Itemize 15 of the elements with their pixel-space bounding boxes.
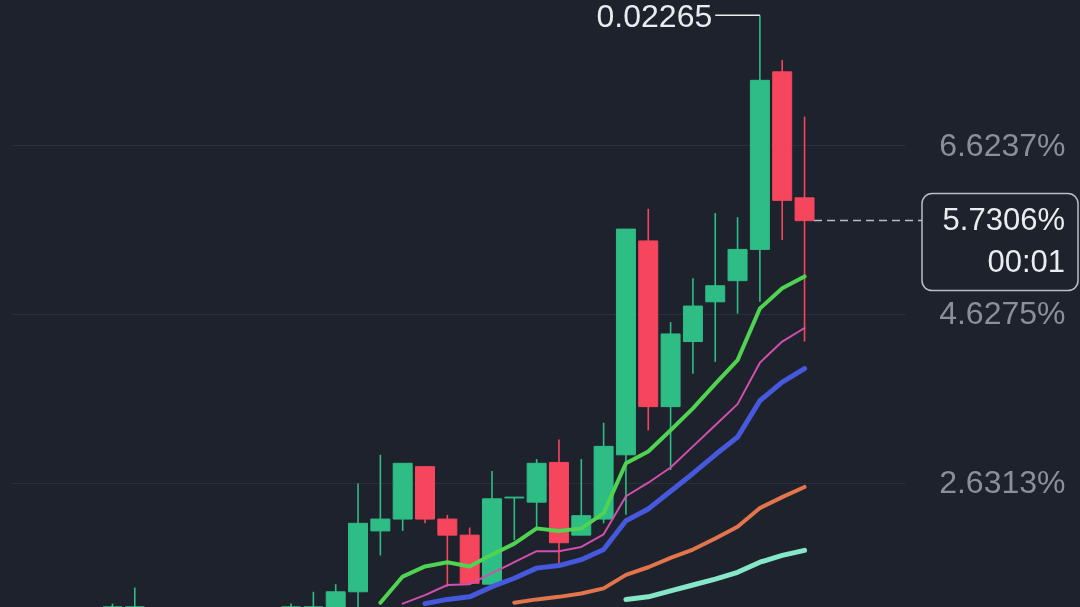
candlestick — [437, 514, 458, 588]
line-series — [401, 327, 806, 605]
y-tick-label: 6.6237% — [939, 126, 1066, 163]
candlestick — [325, 583, 346, 607]
candlestick — [705, 212, 726, 363]
candlestick — [504, 496, 525, 542]
candlestick — [124, 586, 145, 607]
candlestick — [370, 454, 391, 557]
ref-line-label: 5.7306% 00:01 — [942, 201, 1065, 279]
y-tick-label: 4.6275% — [939, 295, 1066, 332]
y-tick-label: 2.6313% — [939, 464, 1066, 501]
candlestick — [794, 115, 815, 343]
annotation: 0.02265 — [596, 0, 713, 35]
line-series — [512, 484, 807, 605]
line-series — [378, 274, 807, 605]
